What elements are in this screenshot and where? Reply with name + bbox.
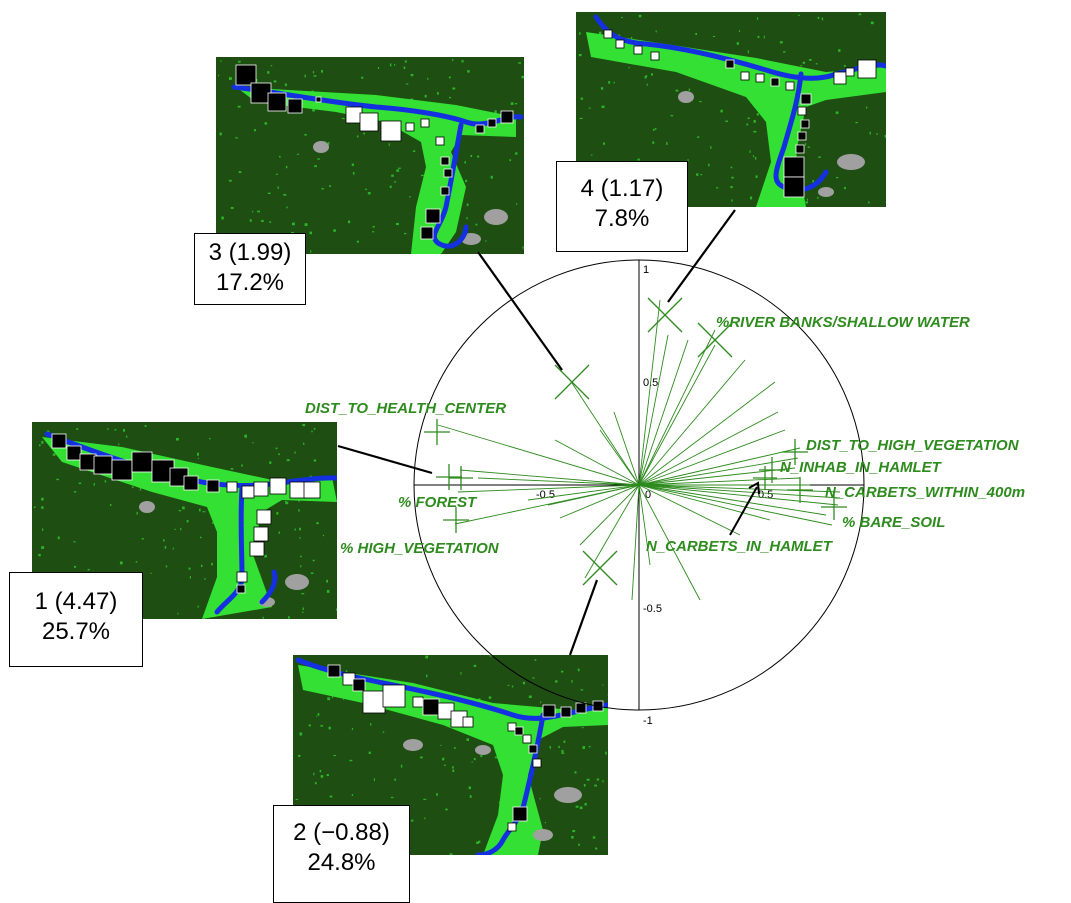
vector-1 xyxy=(639,330,715,485)
vector-28 xyxy=(438,425,639,485)
x-tick-neg-half: -0.5 xyxy=(536,489,555,501)
vector-16 xyxy=(639,485,838,505)
label-river-banks: %RIVER BANKS/SHALLOW WATER xyxy=(716,314,970,331)
cluster-1-percent: 25.7% xyxy=(10,617,142,647)
connector-cluster-3 xyxy=(478,252,562,370)
cluster-3-percent: 17.2% xyxy=(195,268,305,298)
cluster-3-eigen: 3 (1.99) xyxy=(195,238,305,268)
cluster-4-percent: 7.8% xyxy=(557,204,687,234)
cluster-2-percent: 24.8% xyxy=(274,848,409,878)
vector-33 xyxy=(570,380,639,485)
cluster-connectors xyxy=(338,210,759,655)
vector-32 xyxy=(555,440,639,485)
label-n-carbets-400m: N_CARBETS_WITHIN_400m xyxy=(825,484,1025,501)
label-bare-soil: % BARE_SOIL xyxy=(842,514,945,531)
connector-cluster-1 xyxy=(338,446,432,473)
vector-10 xyxy=(639,458,798,485)
connector-cluster-2 xyxy=(570,580,597,655)
label-dist-high-vegetation: DIST_TO_HIGH_VEGETATION xyxy=(806,437,1020,454)
cluster-1-label: 1 (4.47) 25.7% xyxy=(9,572,143,667)
label-forest: % FOREST xyxy=(398,494,478,511)
vector-20 xyxy=(639,485,740,535)
label-n-carbets-hamlet: N_CARBETS_IN_HAMLET xyxy=(646,538,834,555)
cluster-1-eigen: 1 (4.47) xyxy=(10,587,142,617)
cluster-2-eigen: 2 (−0.88) xyxy=(274,818,409,848)
cluster-2-label: 2 (−0.88) 24.8% xyxy=(273,805,410,903)
y-tick-neg-half: -0.5 xyxy=(643,603,662,615)
label-dist-health-center: DIST_TO_HEALTH_CENTER xyxy=(305,400,506,417)
cluster-3-label: 3 (1.99) 17.2% xyxy=(194,233,306,305)
y-tick-one: 1 xyxy=(643,264,649,276)
vector-29 xyxy=(460,470,639,485)
cluster-4-label: 4 (1.17) 7.8% xyxy=(556,161,688,252)
x-tick-pos-half: 0.5 xyxy=(758,489,773,501)
label-high-vegetation: % HIGH_VEGETATION xyxy=(340,540,500,557)
vector-34 xyxy=(600,430,639,485)
vector-30 xyxy=(478,478,639,485)
y-tick-minus-one: -1 xyxy=(643,715,653,727)
vector-4 xyxy=(639,345,715,485)
cluster-4-eigen: 4 (1.17) xyxy=(557,174,687,204)
label-n-inhab-hamlet: N_INHAB_IN_HAMLET xyxy=(780,459,943,476)
vector-22 xyxy=(632,485,639,600)
